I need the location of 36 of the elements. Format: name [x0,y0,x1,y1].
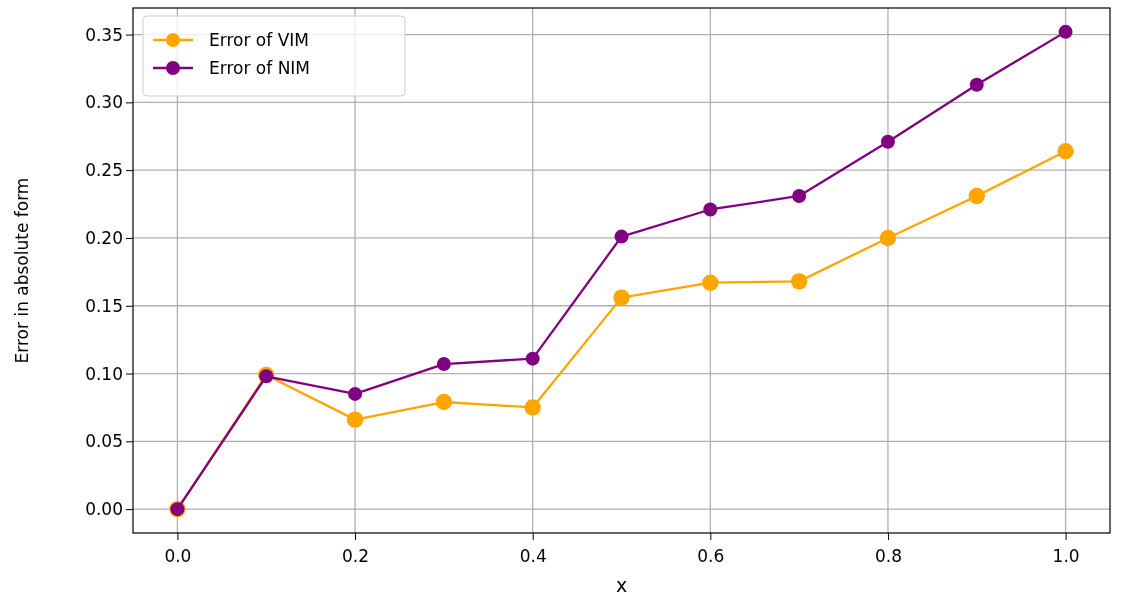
legend-label: Error of NIM [209,58,311,78]
point [969,77,984,92]
x-tick-label: 0.0 [164,545,192,566]
y-tick-label: 0.10 [85,363,123,384]
point [703,202,718,217]
point [613,289,630,306]
x-tick-label: 1.0 [1052,545,1080,566]
x-axis-title: x [615,574,628,596]
point [792,188,807,203]
y-tick-label: 0.20 [85,227,123,248]
point [436,357,451,372]
y-tick-label: 0.15 [85,295,123,316]
x-tick-label: 0.4 [519,545,547,566]
point [435,393,453,411]
x-tick-label: 0.6 [697,545,725,566]
x-tick-label: 0.2 [342,545,370,566]
point [790,273,808,290]
legend-label: Error of VIM [209,30,309,50]
x-tick-label: 0.8 [874,545,902,566]
point [524,399,541,416]
point [614,229,629,244]
point [880,134,895,149]
point [968,187,985,205]
point [1057,142,1074,160]
point [879,229,897,247]
point [348,386,363,401]
point [1058,24,1073,39]
y-tick-label: 0.30 [85,92,123,113]
point [525,351,540,366]
y-tick-label: 0.00 [85,499,123,520]
y-axis-title: Error in absolute form [12,177,32,364]
y-tick-label: 0.05 [85,431,123,452]
point [702,274,719,291]
y-tick-label: 0.25 [85,160,123,181]
y-tick-label: 0.35 [85,24,123,45]
point [346,411,364,428]
